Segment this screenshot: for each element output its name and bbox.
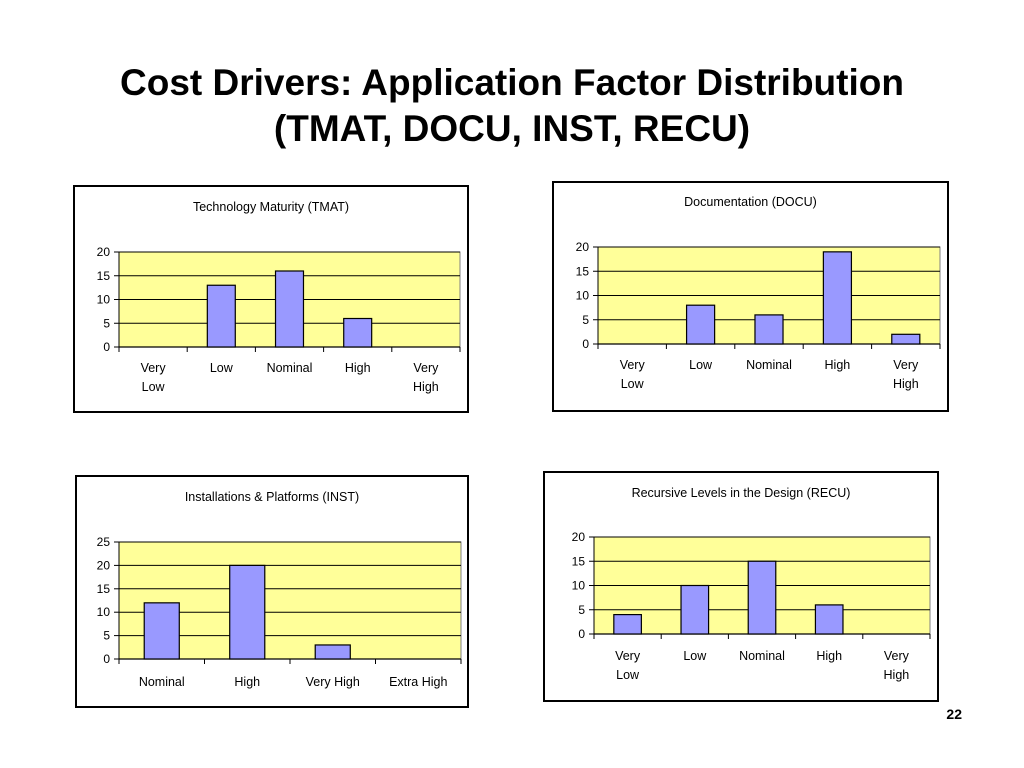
slide-title: Cost Drivers: Application Factor Distrib…: [0, 60, 1024, 152]
y-tick-label: 5: [582, 313, 589, 327]
chart-title: Installations & Platforms (INST): [185, 490, 359, 504]
bar: [343, 317, 373, 348]
chart-svg: Technology Maturity (TMAT) 0 5 10 15 20 Very Lo…: [97, 200, 461, 394]
chart-docu: Documentation (DOCU) 0 5 10 15 20 Very Low Low No…: [552, 181, 949, 412]
chart-inst: Installations & Platforms (INST) 0 5 10 15 20…: [75, 475, 469, 708]
y-tick-label: 10: [97, 293, 111, 307]
y-tick-label: 10: [97, 605, 111, 619]
x-tick-label: Very High: [306, 675, 360, 689]
bar: [747, 560, 777, 635]
chart-title: Documentation (DOCU): [684, 195, 817, 209]
y-tick-label: 5: [103, 629, 110, 643]
bar: [613, 614, 642, 635]
y-tick-label: 10: [576, 289, 590, 303]
x-tick-label: Very: [615, 649, 641, 663]
x-tick-label: High: [345, 361, 371, 375]
x-tick-label: High: [234, 675, 260, 689]
x-tick-label: High: [413, 380, 439, 394]
bar: [274, 270, 305, 348]
y-tick-label: 20: [576, 240, 590, 254]
x-tick-label: Nominal: [739, 649, 785, 663]
chart-svg: Recursive Levels in the Design (RECU) 0 5 1…: [572, 486, 931, 682]
y-tick-label: 15: [576, 264, 590, 278]
x-tick-label: Very: [893, 358, 919, 372]
slide-title-line-1: Cost Drivers: Application Factor Distrib…: [120, 62, 904, 103]
bar: [891, 333, 921, 345]
x-tick-label: Low: [621, 377, 645, 391]
chart-recu: Recursive Levels in the Design (RECU) 0 5 1…: [543, 471, 939, 702]
bar: [229, 564, 266, 660]
page-number: 22: [946, 706, 962, 722]
x-tick-label: Nominal: [139, 675, 185, 689]
y-tick-label: 5: [103, 316, 110, 330]
y-tick-label: 15: [572, 554, 586, 568]
bar: [206, 284, 236, 348]
x-tick-label: High: [825, 358, 851, 372]
x-tick-label: Low: [683, 649, 707, 663]
bar: [314, 644, 351, 660]
y-tick-label: 0: [103, 652, 110, 666]
bar: [754, 314, 784, 345]
x-tick-label: Very: [141, 361, 167, 375]
y-tick-label: 5: [578, 603, 585, 617]
slide-title-line-2: (TMAT, DOCU, INST, RECU): [273, 108, 751, 149]
x-tick-label: Nominal: [746, 358, 792, 372]
x-tick-label: Low: [142, 380, 166, 394]
x-tick-label: Nominal: [267, 361, 313, 375]
y-tick-label: 15: [97, 582, 111, 596]
bar: [814, 604, 844, 635]
x-tick-label: Extra High: [389, 675, 447, 689]
chart-tmat: Technology Maturity (TMAT) 0 5 10 15 20 Very Lo…: [73, 185, 469, 413]
bar: [822, 251, 853, 345]
y-tick-label: 10: [572, 579, 586, 593]
y-tick-label: 0: [582, 337, 589, 351]
y-tick-label: 20: [97, 245, 111, 259]
x-tick-label: Low: [616, 668, 640, 682]
y-tick-label: 0: [103, 340, 110, 354]
y-tick-label: 25: [97, 535, 111, 549]
chart-title: Recursive Levels in the Design (RECU): [632, 486, 851, 500]
x-tick-label: Very: [884, 649, 910, 663]
y-tick-label: 20: [97, 558, 111, 572]
chart-title: Technology Maturity (TMAT): [193, 200, 349, 214]
x-tick-label: High: [884, 668, 910, 682]
x-tick-label: Low: [210, 361, 234, 375]
bar: [680, 584, 710, 635]
x-tick-label: Low: [689, 358, 713, 372]
bar: [685, 304, 716, 345]
y-tick-label: 20: [572, 530, 586, 544]
y-tick-label: 0: [578, 627, 585, 641]
chart-svg: Installations & Platforms (INST) 0 5 10 15 20…: [97, 490, 462, 689]
x-tick-label: Very: [620, 358, 646, 372]
x-tick-label: Very: [413, 361, 439, 375]
chart-svg: Documentation (DOCU) 0 5 10 15 20 Very Low Low No…: [576, 195, 941, 391]
y-tick-label: 15: [97, 269, 111, 283]
x-tick-label: High: [893, 377, 919, 391]
x-tick-label: High: [816, 649, 842, 663]
bar: [143, 602, 180, 660]
